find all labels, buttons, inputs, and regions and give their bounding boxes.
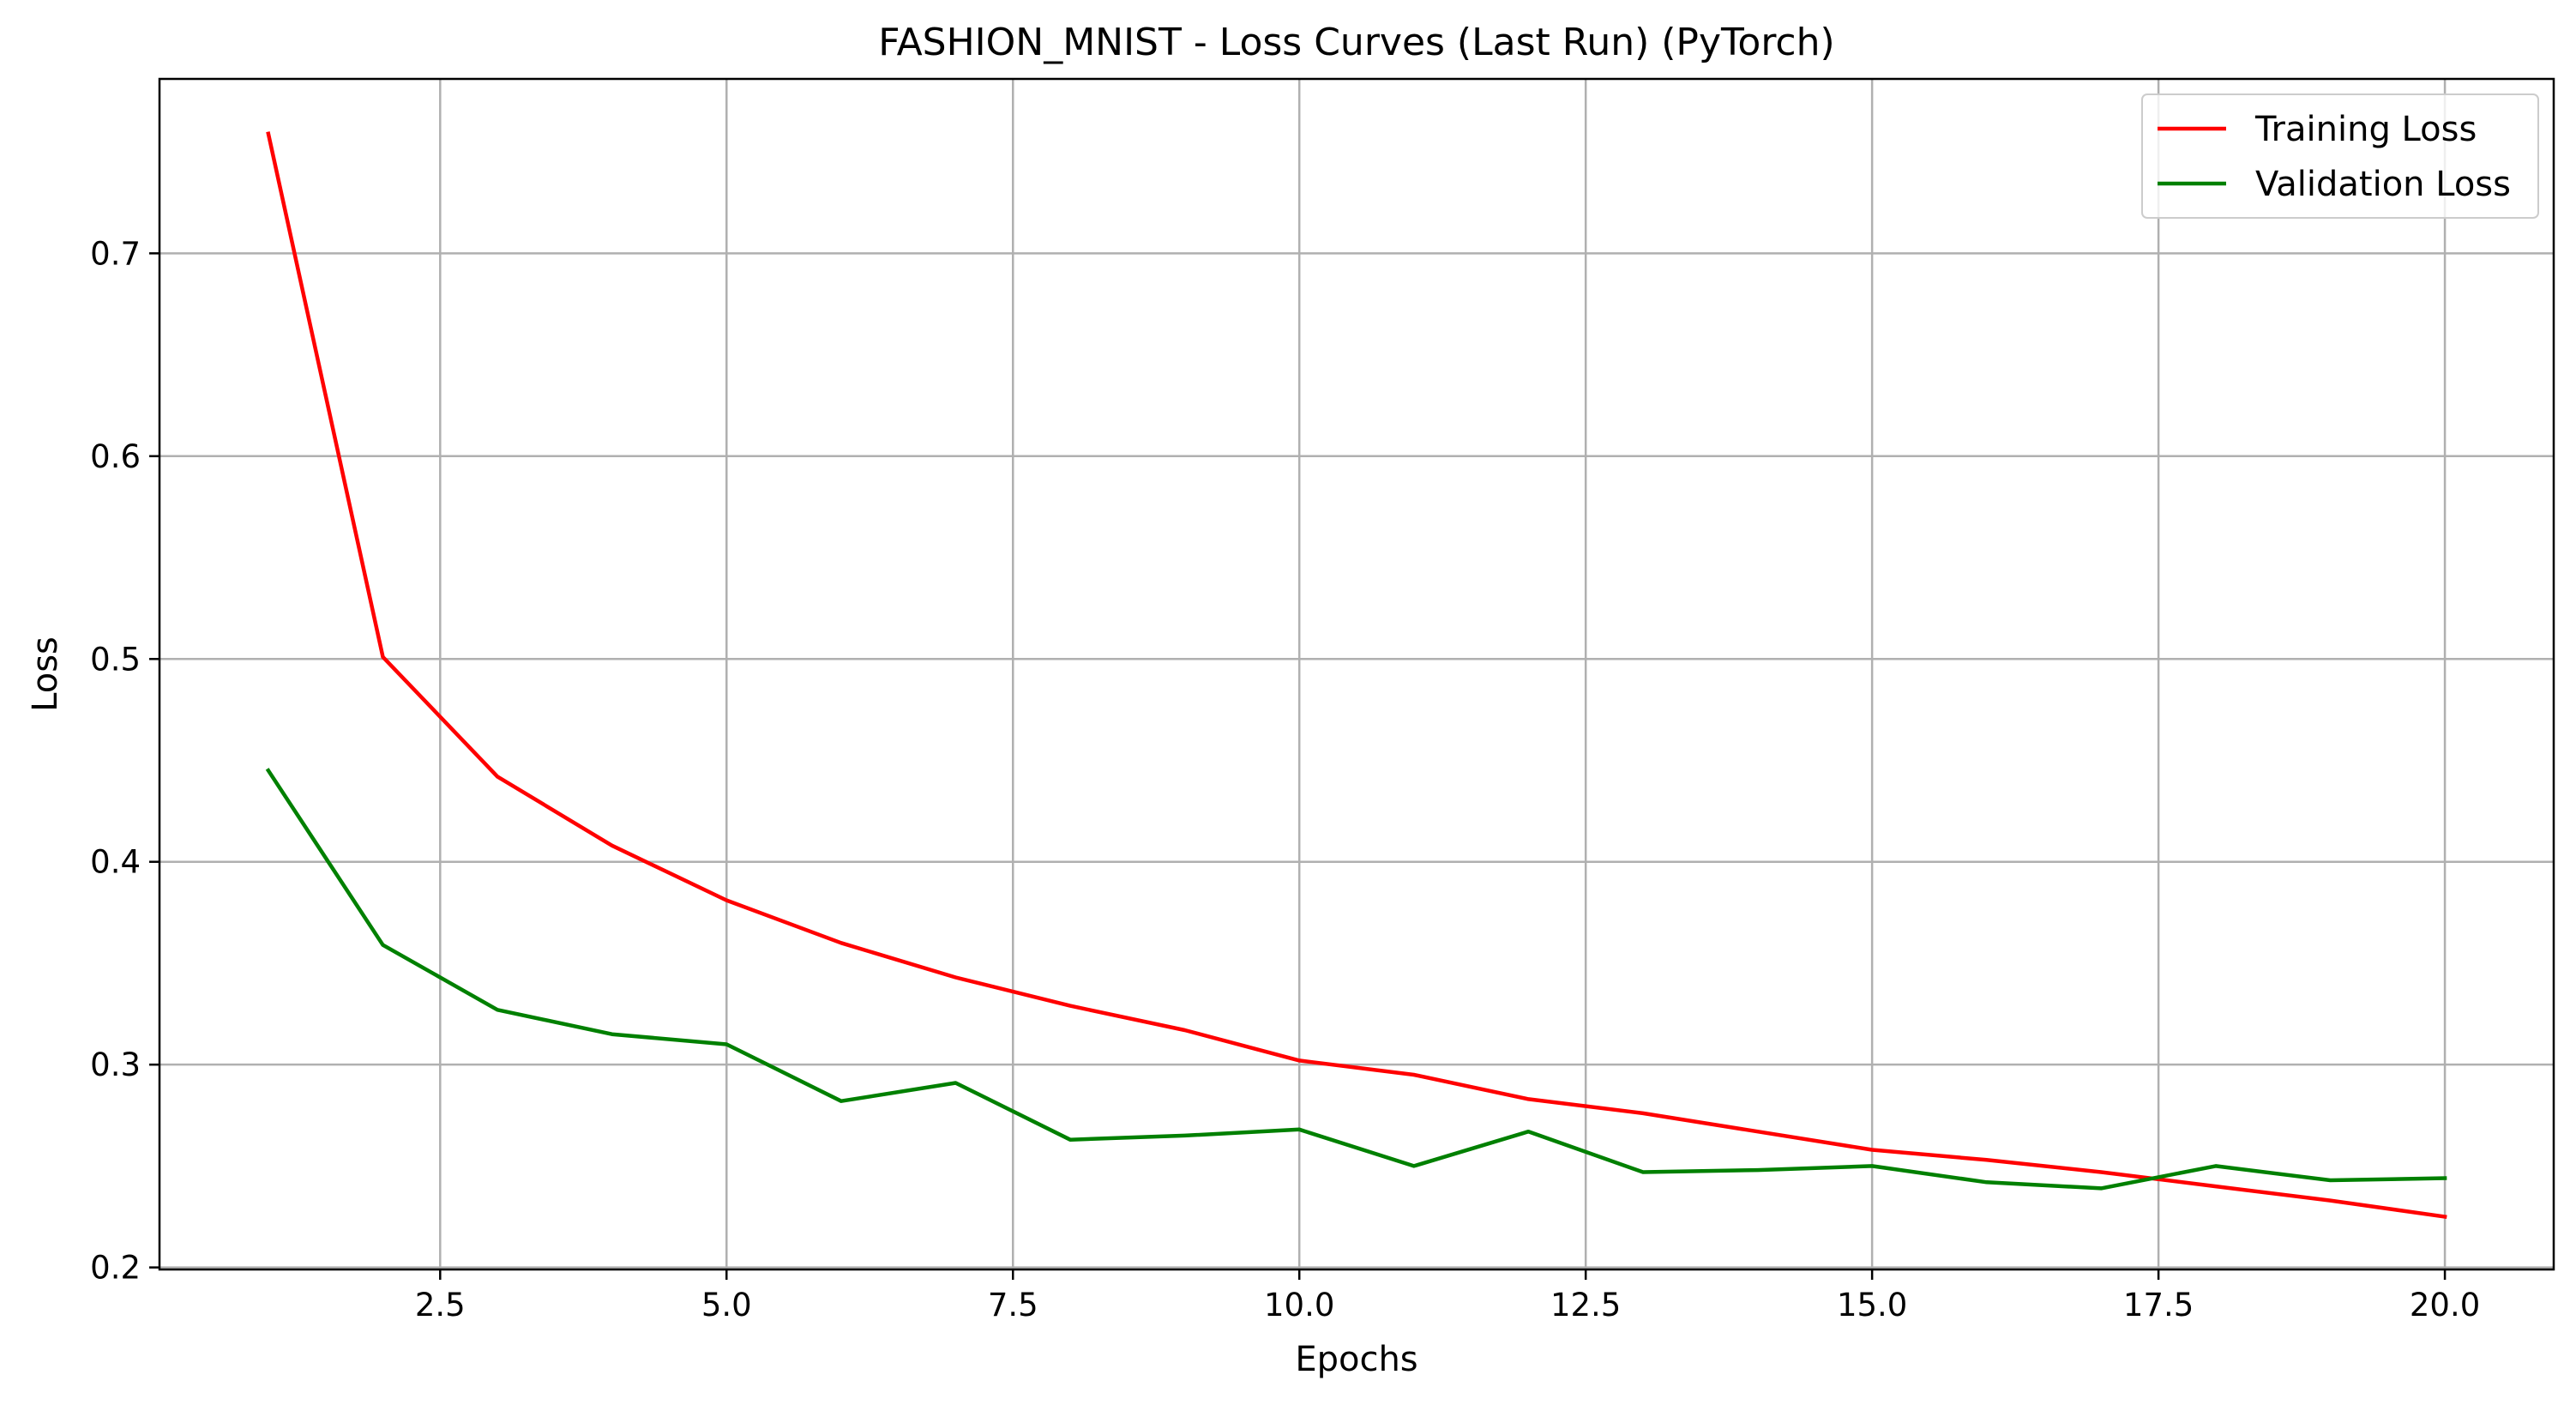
x-tick-label: 2.5	[415, 1287, 466, 1324]
x-tick-label: 10.0	[1264, 1287, 1334, 1324]
y-tick-label: 0.6	[90, 438, 141, 475]
grid-layer	[159, 79, 2554, 1269]
legend-label-training-loss: Training Loss	[2254, 110, 2477, 149]
x-tick-label: 7.5	[988, 1287, 1038, 1324]
y-axis-label: Loss	[26, 636, 65, 712]
x-axis-label: Epochs	[1295, 1340, 1417, 1379]
x-tick-label: 5.0	[701, 1287, 752, 1324]
legend: Training Loss Validation Loss	[2141, 93, 2539, 219]
y-tick-label: 0.5	[90, 641, 141, 678]
legend-box	[2141, 93, 2539, 219]
y-tick-label: 0.3	[90, 1046, 141, 1083]
y-tick-label: 0.4	[90, 844, 141, 881]
chart-title: FASHION_MNIST - Loss Curves (Last Run) (…	[878, 21, 1834, 64]
x-tick-label: 12.5	[1550, 1287, 1621, 1324]
ticks-layer: 2.5 5.0 7.5 10.0 12.5 15.0 17.5 20.0 0.2 0.3 0.4 0.…	[90, 235, 2480, 1324]
y-tick-label: 0.2	[90, 1250, 141, 1287]
legend-entries: Training Loss Validation Loss	[2158, 110, 2511, 204]
plot-frame	[158, 77, 2555, 1271]
validation-loss-line	[265, 768, 2447, 1191]
y-tick-label: 0.7	[90, 235, 141, 272]
x-tick-label: 20.0	[2410, 1287, 2480, 1324]
x-tick-label: 17.5	[2123, 1287, 2194, 1324]
x-tick-label: 15.0	[1837, 1287, 1907, 1324]
series-layer	[265, 131, 2447, 1220]
training-loss-line	[266, 131, 2447, 1220]
legend-label-validation-loss: Validation Loss	[2255, 165, 2511, 204]
